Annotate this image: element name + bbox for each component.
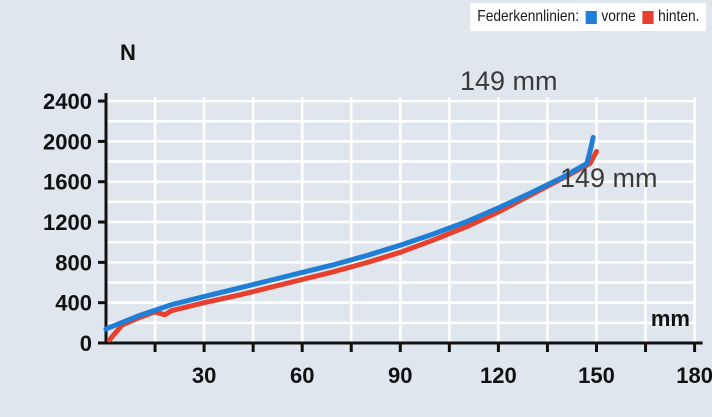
y-tick-label: 2000 <box>43 129 92 154</box>
legend-swatch-hinten <box>642 10 654 24</box>
series-line-vorne <box>103 134 596 332</box>
y-tick-label: 1200 <box>43 210 92 235</box>
y-unit-label: N <box>120 40 136 65</box>
legend: Federkennlinien: vorne hinten. <box>470 3 706 31</box>
x-tick-label: 90 <box>388 363 412 388</box>
y-tick-label: 800 <box>55 250 92 275</box>
legend-label-vorne: vorne <box>601 8 636 25</box>
y-tick-label: 0 <box>80 331 92 356</box>
legend-title: Federkennlinien: <box>476 8 579 25</box>
legend-label-hinten: hinten. <box>657 8 700 25</box>
x-tick-label: 150 <box>578 363 615 388</box>
y-tick-label: 400 <box>55 291 92 316</box>
y-tick-label: 2400 <box>43 89 92 114</box>
x-tick-label: 180 <box>676 363 712 388</box>
legend-swatch-vorne <box>585 10 597 24</box>
y-tick-label: 1600 <box>43 170 92 195</box>
series-line-hinten <box>106 149 599 343</box>
annotation-hinten: 149 mm <box>560 163 658 193</box>
x-tick-label: 120 <box>480 363 517 388</box>
x-tick-label: 30 <box>192 363 216 388</box>
x-tick-label: 60 <box>290 363 314 388</box>
annotation-vorne: 149 mm <box>460 66 558 96</box>
x-unit-label: mm <box>651 306 690 331</box>
